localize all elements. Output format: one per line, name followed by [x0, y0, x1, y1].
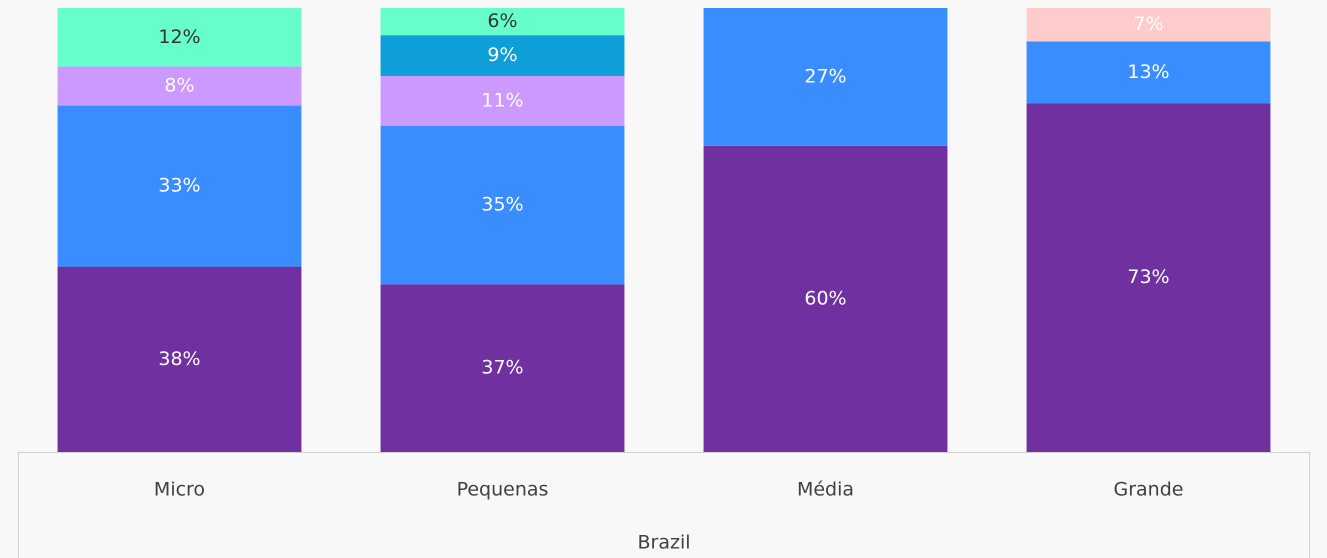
category-axis-box — [18, 452, 1310, 558]
bar-segment — [1026, 103, 1271, 452]
data-label: 60% — [804, 287, 846, 309]
data-label: 13% — [1127, 61, 1169, 83]
bar-segment — [57, 105, 302, 267]
data-label: 9% — [487, 44, 517, 66]
bar-segment — [380, 125, 625, 285]
data-label: 73% — [1127, 266, 1169, 288]
bar-segment — [1026, 8, 1271, 42]
bar-segment — [380, 8, 625, 36]
x-tick-label: Média — [797, 479, 854, 501]
data-label: 33% — [158, 175, 200, 197]
bar-segment — [1026, 41, 1271, 104]
data-label: 7% — [1133, 13, 1163, 35]
bar-segment — [703, 145, 948, 453]
bar-segment — [380, 284, 625, 452]
bar-segment — [57, 8, 302, 67]
data-label: 38% — [158, 348, 200, 370]
x-tick-label: Pequenas — [457, 479, 549, 501]
data-label: 37% — [481, 357, 523, 379]
bar-segment — [703, 8, 948, 146]
bar-segment — [380, 75, 625, 126]
data-label: 8% — [164, 75, 194, 97]
data-label: 11% — [481, 89, 523, 111]
data-label: 27% — [804, 65, 846, 87]
bar-segment — [57, 266, 302, 452]
x-axis-label: Brazil — [637, 532, 690, 554]
data-label: 35% — [481, 194, 523, 216]
data-label: 12% — [158, 26, 200, 48]
data-label: 6% — [487, 10, 517, 32]
x-tick-label: Micro — [154, 479, 205, 501]
x-tick-label: Grande — [1114, 479, 1184, 501]
bar-segment — [57, 66, 302, 106]
bar-segment — [380, 35, 625, 76]
